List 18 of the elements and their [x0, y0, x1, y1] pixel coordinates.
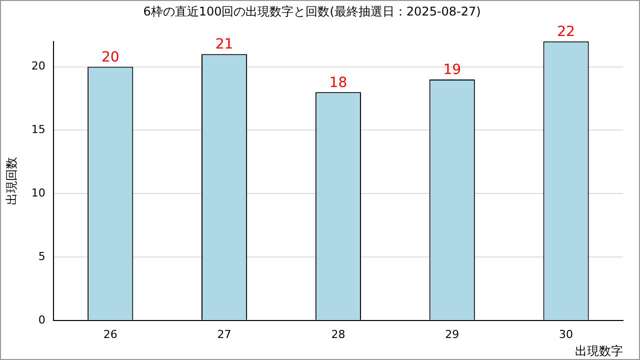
chart-title: 6枠の直近100回の出現数字と回数(最終抽選日：2025-08-27) [143, 4, 481, 18]
data-label: 19 [443, 62, 462, 78]
y-tick-label: 20 [31, 60, 46, 73]
y-axis-title: 出現回数 [4, 156, 18, 205]
data-label: 21 [215, 36, 234, 53]
x-axis-title: 出現数字 [575, 344, 623, 358]
x-tick-label: 28 [331, 328, 346, 341]
x-tick-label: 27 [217, 328, 232, 341]
y-tick-label: 10 [31, 186, 46, 200]
x-tick-label: 30 [559, 328, 574, 341]
x-tick-label: 29 [445, 328, 460, 341]
x-tick-label: 26 [103, 328, 118, 341]
data-label: 20 [101, 49, 120, 66]
y-tick-label: 5 [38, 250, 46, 263]
data-label: 18 [329, 74, 348, 91]
y-tick-label: 15 [31, 123, 46, 136]
data-label: 22 [557, 24, 575, 40]
y-tick-label: 0 [38, 313, 46, 326]
